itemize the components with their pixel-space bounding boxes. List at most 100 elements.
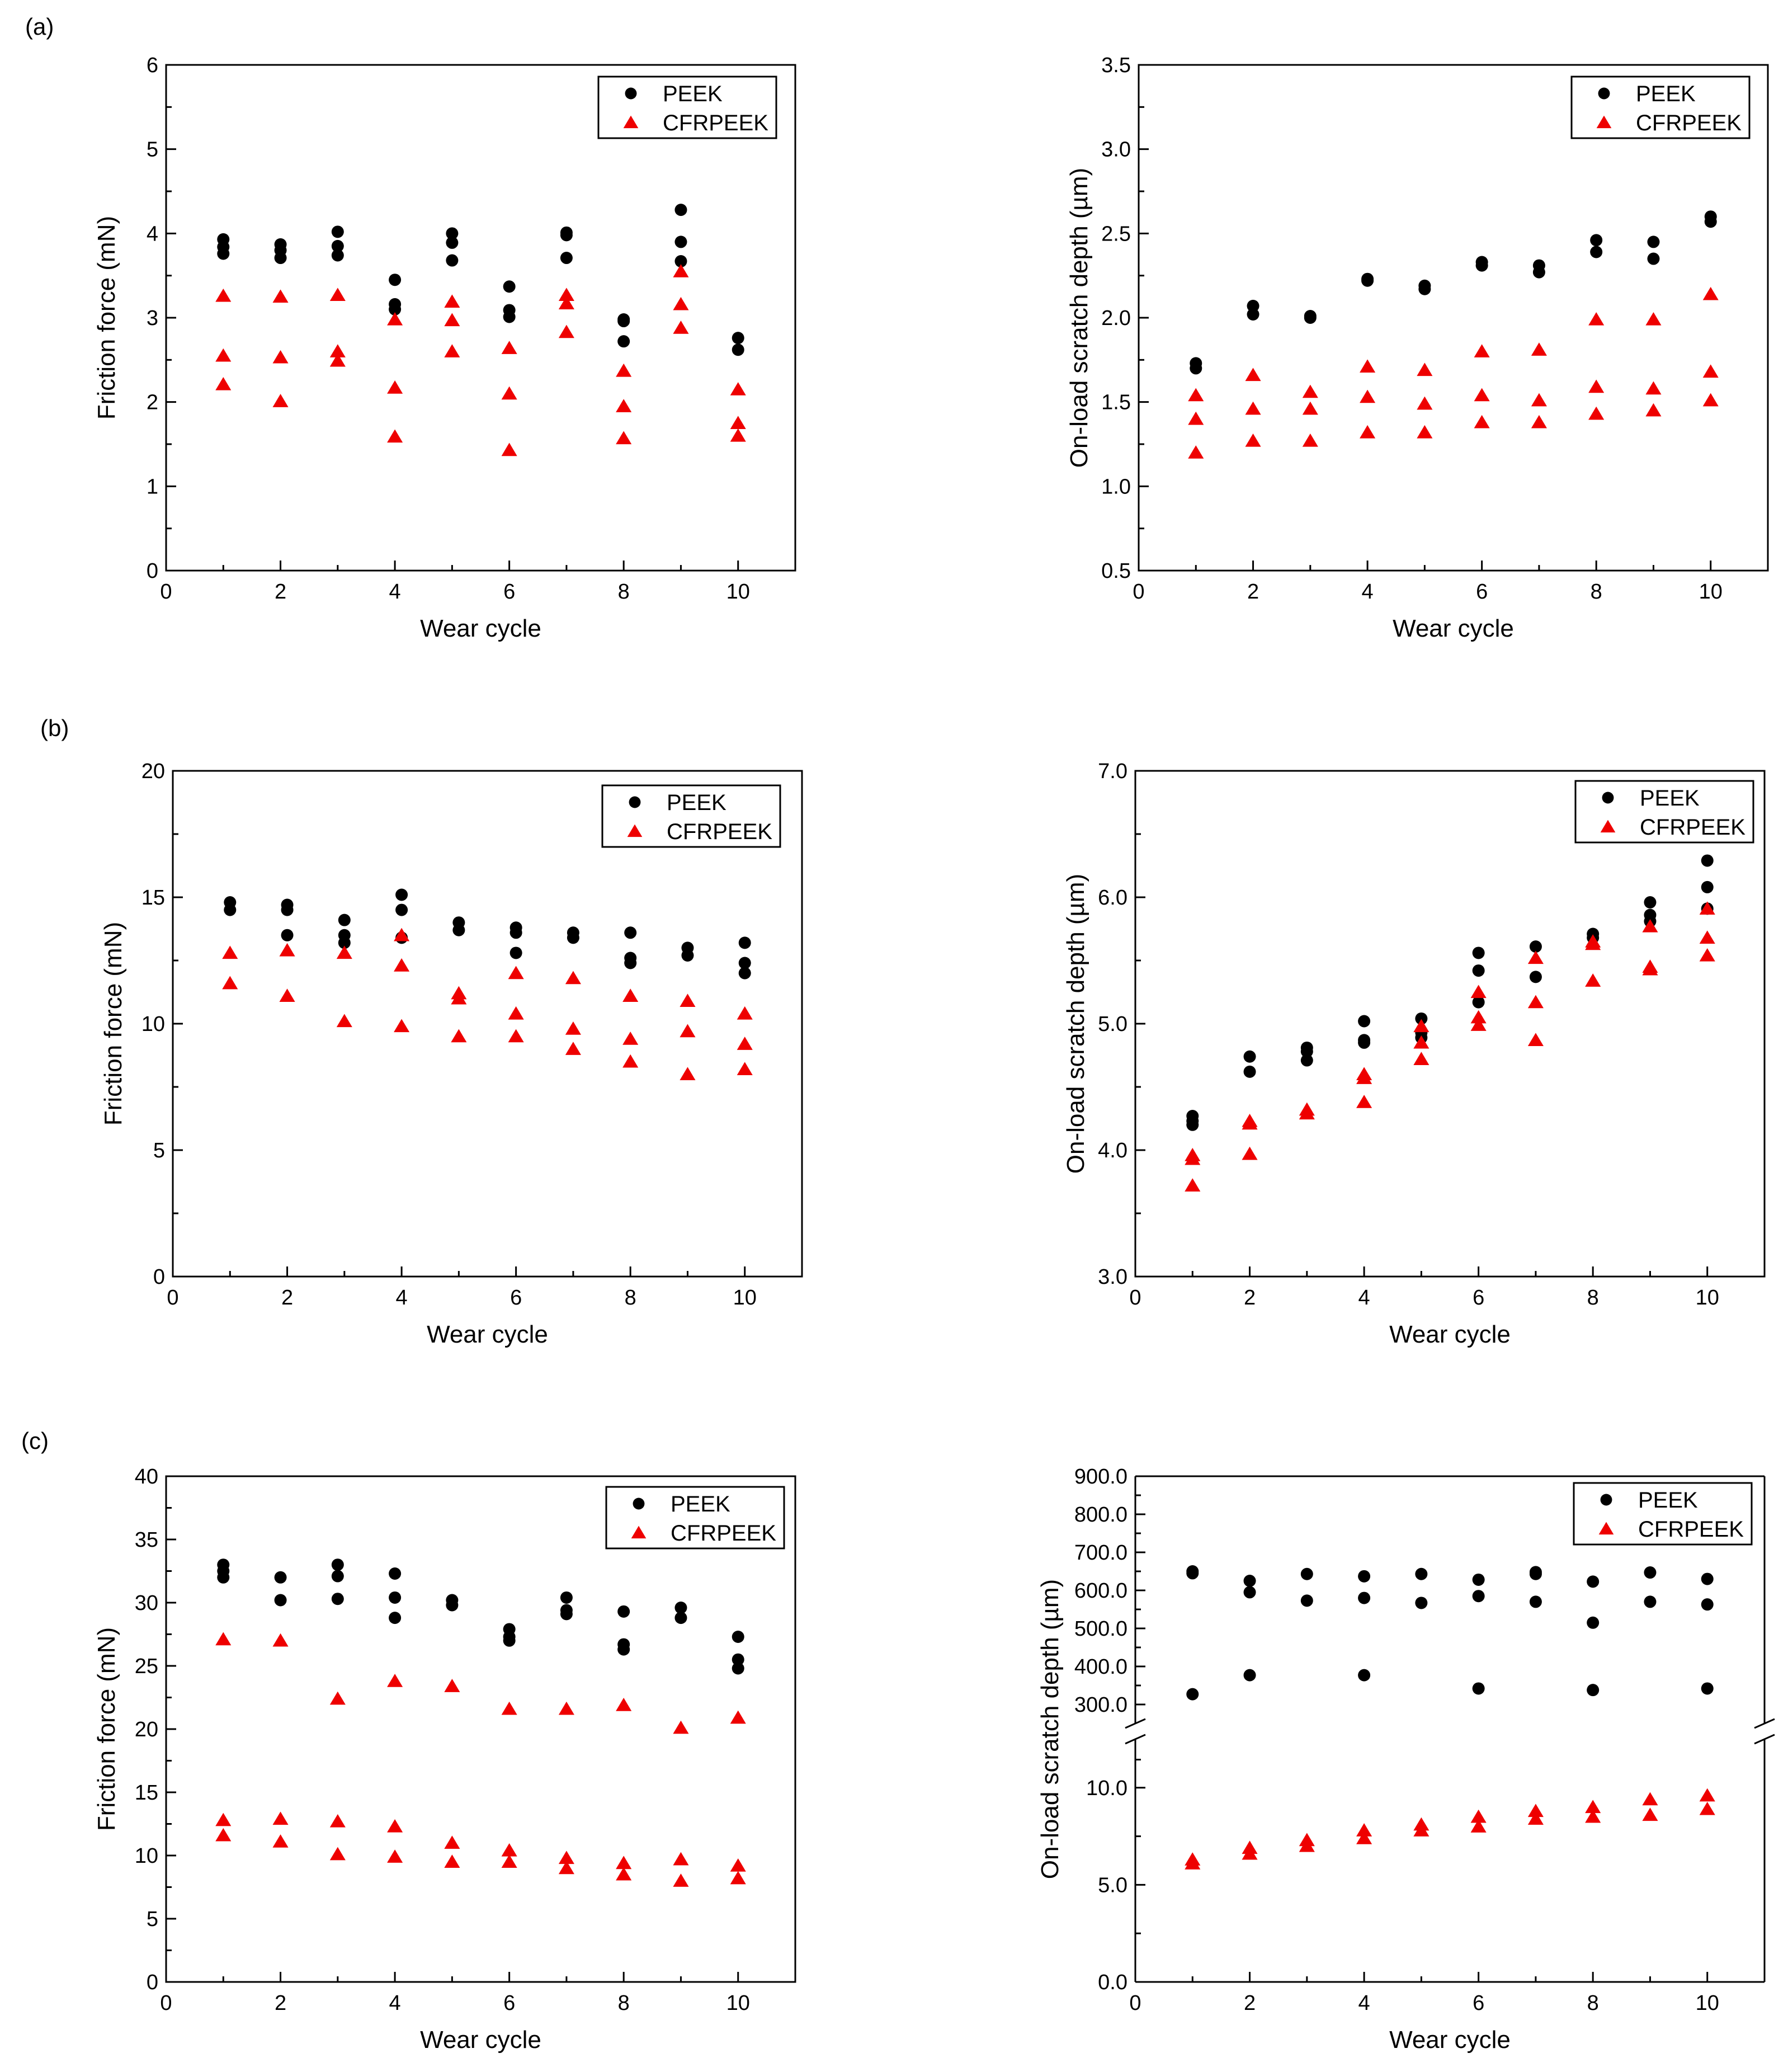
cfrpeek-data-point: [1699, 901, 1715, 915]
y-tick-label: 2: [147, 391, 158, 415]
x-tick-label: 10: [1696, 1991, 1719, 2015]
cfrpeek-data-point: [508, 966, 524, 980]
cfrpeek-data-point: [215, 288, 232, 302]
cfrpeek-data-point: [1531, 393, 1547, 407]
y-tick-label: 6.0: [1098, 886, 1127, 910]
cfrpeek-data-point: [730, 1858, 746, 1872]
cfrpeek-data-point: [329, 1847, 346, 1861]
cfrpeek-data-point: [737, 1062, 753, 1076]
peek-data-point: [331, 225, 344, 238]
peek-data-point: [1243, 1575, 1256, 1587]
cfrpeek-data-point: [1699, 1788, 1715, 1802]
peek-data-point: [1701, 1598, 1714, 1611]
y-tick-label: 4.0: [1098, 1139, 1127, 1162]
series-cfrpeek: [215, 1632, 746, 1887]
cfrpeek-data-point: [1360, 425, 1376, 439]
cfrpeek-data-point: [1585, 936, 1601, 950]
y-tick-label: 20: [135, 1718, 158, 1741]
cfrpeek-data-point: [501, 1843, 517, 1857]
peek-data-point: [1475, 259, 1488, 272]
peek-data-point: [503, 310, 516, 323]
series-cfrpeek: [1185, 1788, 1715, 1869]
x-tick-label: 8: [625, 1286, 636, 1310]
cfrpeek-data-point: [1417, 425, 1433, 439]
x-tick-label: 10: [726, 580, 750, 604]
x-tick-label: 4: [1362, 580, 1374, 604]
cfrpeek-data-point: [616, 399, 632, 412]
x-tick-label: 0: [167, 1286, 178, 1310]
cfrpeek-data-point: [1699, 930, 1715, 944]
cfrpeek-data-point: [1642, 1807, 1658, 1821]
x-tick-label: 2: [281, 1286, 293, 1310]
cfrpeek-data-point: [1527, 995, 1544, 1009]
peek-data-point: [503, 1634, 516, 1647]
peek-data-point: [1529, 940, 1542, 953]
cfrpeek-data-point: [1642, 919, 1658, 933]
axis-break-mark: [1754, 1718, 1775, 1729]
cfrpeek-data-point: [730, 1710, 746, 1724]
cfrpeek-data-point: [1702, 393, 1719, 407]
peek-data-point: [1300, 1567, 1313, 1580]
axis-break-mark: [1754, 1734, 1775, 1745]
series-peek: [217, 204, 744, 356]
cfrpeek-data-point: [1302, 433, 1318, 447]
peek-data-point: [1701, 1682, 1714, 1695]
cfrpeek-data-point: [501, 1854, 517, 1868]
peek-data-point: [331, 239, 344, 252]
cfrpeek-data-point: [329, 1814, 346, 1828]
peek-data-point: [1644, 1595, 1657, 1608]
x-axis-label: Wear cycle: [420, 615, 541, 642]
cfrpeek-data-point: [387, 380, 403, 394]
peek-data-point: [389, 1567, 402, 1580]
cfrpeek-data-point: [1356, 1831, 1372, 1844]
cfrpeek-data-point: [387, 312, 403, 326]
cfrpeek-data-point: [1470, 1809, 1487, 1823]
peek-data-point: [331, 249, 344, 262]
peek-data-point: [1529, 1595, 1542, 1608]
peek-data-point: [1587, 1616, 1600, 1629]
cfrpeek-data-point: [1245, 433, 1261, 447]
legend-label-cfrpeek: CFRPEEK: [663, 111, 768, 135]
y-tick-label: 10: [141, 1013, 165, 1036]
cfrpeek-data-point: [1302, 401, 1318, 415]
peek-data-point: [1590, 246, 1603, 258]
x-tick-label: 2: [1247, 580, 1259, 604]
peek-data-point: [395, 888, 408, 901]
x-tick-label: 10: [733, 1286, 757, 1310]
y-tick-label: 400.0: [1074, 1655, 1127, 1679]
cfrpeek-data-point: [387, 429, 403, 443]
peek-data-point: [617, 1605, 630, 1618]
peek-data-point: [338, 936, 351, 949]
cfrpeek-data-point: [616, 363, 632, 377]
x-tick-label: 8: [1587, 1286, 1599, 1310]
peek-data-point: [1243, 1586, 1256, 1599]
cfrpeek-data-point: [215, 348, 232, 362]
axis-break-mark: [1125, 1718, 1146, 1729]
legend-marker-peek: [625, 87, 637, 100]
cfrpeek-data-point: [1585, 1809, 1601, 1823]
cfrpeek-data-point: [1299, 1106, 1315, 1120]
cfrpeek-data-point: [1360, 389, 1376, 403]
panel-label-a: (a): [25, 13, 54, 40]
x-tick-label: 6: [503, 580, 515, 604]
cfrpeek-data-point: [501, 341, 517, 354]
y-tick-label: 10: [135, 1844, 158, 1868]
cfrpeek-data-point: [1356, 1071, 1372, 1084]
series-peek: [1186, 1565, 1714, 1701]
peek-data-point: [1300, 1045, 1313, 1058]
cfrpeek-data-point: [622, 1054, 639, 1068]
x-tick-label: 2: [1244, 1286, 1256, 1310]
x-tick-label: 4: [396, 1286, 408, 1310]
y-tick-label: 5: [147, 1908, 158, 1931]
cfrpeek-data-point: [673, 296, 689, 310]
y-tick-label: 700.0: [1074, 1541, 1127, 1565]
y-tick-label: 2.0: [1101, 307, 1131, 330]
peek-data-point: [217, 1571, 230, 1584]
peek-data-point: [1190, 362, 1202, 375]
x-tick-label: 10: [1696, 1286, 1719, 1310]
cfrpeek-data-point: [1642, 1792, 1658, 1806]
cfrpeek-data-point: [616, 1856, 632, 1869]
cfrpeek-data-point: [1185, 1151, 1201, 1165]
cfrpeek-data-point: [1474, 388, 1490, 402]
cfrpeek-data-point: [1417, 396, 1433, 410]
